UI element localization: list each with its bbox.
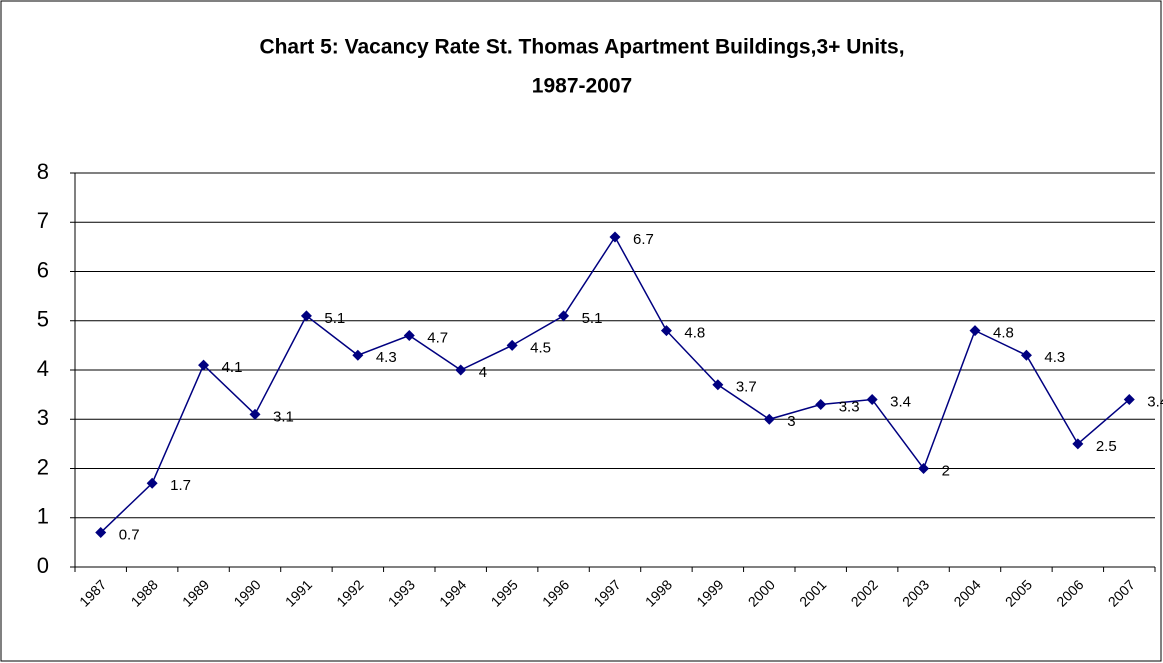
y-tick-label: 5 xyxy=(37,307,49,332)
data-label: 3.1 xyxy=(273,408,294,425)
marker xyxy=(95,527,107,539)
marker xyxy=(506,339,518,351)
data-label: 4.7 xyxy=(427,329,448,346)
data-label: 4.3 xyxy=(376,349,397,366)
data-label: 1.7 xyxy=(170,477,191,494)
data-label: 0.7 xyxy=(119,526,140,543)
marker xyxy=(558,310,570,322)
data-label: 4.1 xyxy=(222,359,243,376)
data-label: 4 xyxy=(479,364,487,381)
y-tick-label: 4 xyxy=(37,356,49,381)
marker xyxy=(300,310,312,322)
marker xyxy=(352,349,364,361)
marker xyxy=(1020,349,1032,361)
y-tick-label: 6 xyxy=(37,257,49,282)
y-tick-label: 8 xyxy=(37,159,49,184)
data-label: 3.4 xyxy=(1147,394,1163,411)
marker xyxy=(660,325,672,337)
data-label: 4.8 xyxy=(993,325,1014,342)
data-label: 2.5 xyxy=(1096,438,1117,455)
y-tick-label: 1 xyxy=(37,504,49,529)
y-tick-label: 3 xyxy=(37,405,49,430)
data-label: 4.5 xyxy=(530,339,551,356)
marker xyxy=(403,330,415,342)
data-label: 5.1 xyxy=(582,310,603,327)
data-label: 3 xyxy=(787,413,795,430)
marker xyxy=(609,231,621,243)
data-label: 3.7 xyxy=(736,379,757,396)
marker xyxy=(198,359,210,371)
chart-title: Chart 5: Vacancy Rate St. Thomas Apartme… xyxy=(259,36,904,59)
marker xyxy=(969,325,981,337)
marker xyxy=(249,408,261,420)
chart-title: 1987-2007 xyxy=(532,75,632,98)
marker xyxy=(1123,394,1135,406)
marker xyxy=(763,413,775,425)
marker xyxy=(1072,438,1084,450)
marker xyxy=(146,477,158,489)
data-label: 2 xyxy=(942,462,950,479)
marker xyxy=(866,394,878,406)
y-tick-label: 2 xyxy=(37,454,49,479)
data-label: 5.1 xyxy=(324,310,345,327)
marker xyxy=(712,379,724,391)
data-label: 3.3 xyxy=(839,398,860,415)
data-label: 3.4 xyxy=(890,394,911,411)
marker xyxy=(455,364,467,376)
data-label: 4.8 xyxy=(684,325,705,342)
data-label: 4.3 xyxy=(1044,349,1065,366)
data-label: 6.7 xyxy=(633,231,654,248)
marker xyxy=(918,463,930,474)
y-tick-label: 0 xyxy=(37,553,49,578)
y-tick-label: 7 xyxy=(37,208,49,233)
marker xyxy=(815,398,827,410)
